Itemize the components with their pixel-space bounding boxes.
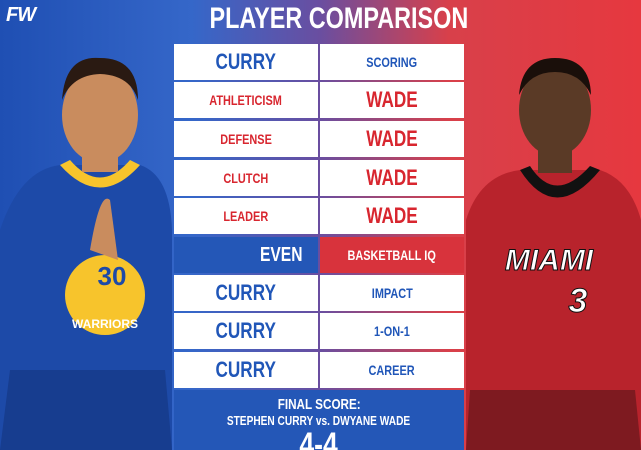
curry-head bbox=[62, 67, 138, 163]
title: PLAYER COMPARISON bbox=[209, 2, 469, 35]
row-cell: CURRY bbox=[174, 313, 318, 349]
row-cell: WADE bbox=[320, 198, 464, 234]
jersey-number: 3 bbox=[569, 282, 588, 320]
footer: FINAL SCORE: STEPHEN CURRY vs. DWYANE WA… bbox=[174, 390, 464, 450]
row-cell: IMPACT bbox=[320, 275, 464, 311]
row-cell: CURRY bbox=[174, 352, 318, 388]
row-cell: CURRY bbox=[174, 44, 318, 80]
wade-neck bbox=[538, 145, 572, 173]
jersey-team: WARRIORS bbox=[72, 317, 138, 331]
row-cell: CURRY bbox=[174, 275, 318, 311]
jersey-number: 30 bbox=[98, 261, 127, 291]
row-cell: DEFENSE bbox=[174, 121, 318, 157]
wade-jersey bbox=[466, 170, 641, 450]
curry-collar bbox=[60, 160, 140, 188]
row-cell: ATHLETICISM bbox=[174, 82, 318, 118]
wade-head bbox=[519, 64, 591, 156]
curry-logo bbox=[65, 255, 145, 335]
logo: FW bbox=[6, 4, 36, 26]
row-cell: LEADER bbox=[174, 198, 318, 234]
footer-matchup: STEPHEN CURRY vs. DWYANE WADE bbox=[227, 413, 411, 428]
curry-hand bbox=[90, 198, 118, 260]
footer-score: 4-4 bbox=[299, 426, 339, 450]
curry-neck bbox=[82, 148, 118, 172]
row-cell: BASKETBALL IQ bbox=[320, 237, 464, 273]
row-cell: WADE bbox=[320, 160, 464, 196]
row-cell: EVEN bbox=[174, 237, 318, 273]
footer-label: FINAL SCORE: bbox=[277, 396, 361, 413]
row-cell: SCORING bbox=[320, 44, 464, 80]
row-cell: WADE bbox=[320, 82, 464, 118]
curry-hair bbox=[62, 57, 138, 100]
row-cell: CLUTCH bbox=[174, 160, 318, 196]
curry-shorts bbox=[0, 370, 172, 450]
row-cell: CAREER bbox=[320, 352, 464, 388]
row-cell: 1-ON-1 bbox=[320, 313, 464, 349]
row-cell: WADE bbox=[320, 121, 464, 157]
wade-hair bbox=[519, 58, 591, 95]
wade-shorts bbox=[466, 390, 641, 450]
wade-collar bbox=[520, 166, 600, 198]
jersey-team: MIAMI bbox=[505, 244, 594, 277]
